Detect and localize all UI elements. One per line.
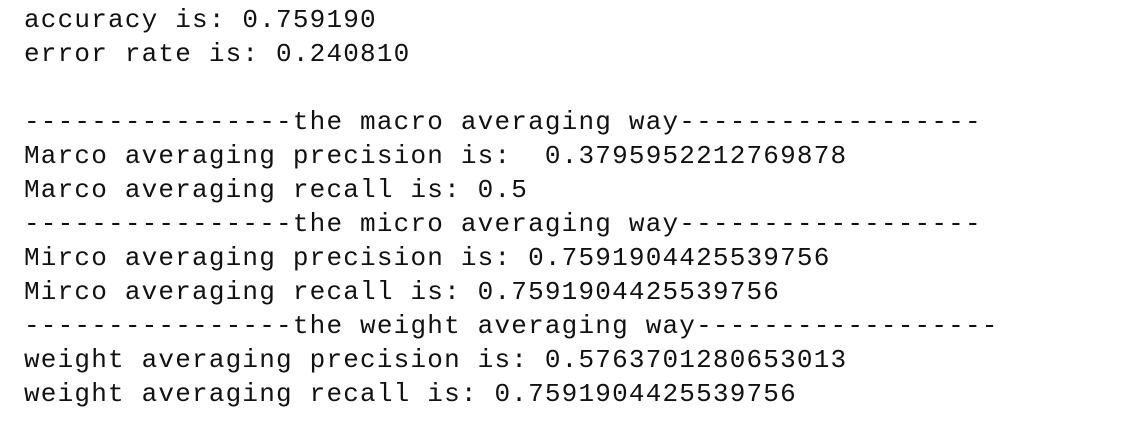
- output-line: ----------------the micro averaging way-…: [24, 209, 982, 239]
- output-line: ----------------the weight averaging way…: [24, 311, 999, 341]
- output-line: weight averaging recall is: 0.7591904425…: [24, 379, 797, 409]
- output-line: Mirco averaging precision is: 0.75919044…: [24, 243, 831, 273]
- output-line: weight averaging precision is: 0.5763701…: [24, 345, 848, 375]
- output-line: error rate is: 0.240810: [24, 39, 411, 69]
- output-line: Marco averaging recall is: 0.5: [24, 175, 529, 205]
- output-line: Mirco averaging recall is: 0.75919044255…: [24, 277, 781, 307]
- output-line: accuracy is: 0.759190: [24, 5, 377, 35]
- output-line: ----------------the macro averaging way-…: [24, 107, 982, 137]
- output-line: Marco averaging precision is: 0.37959522…: [24, 141, 848, 171]
